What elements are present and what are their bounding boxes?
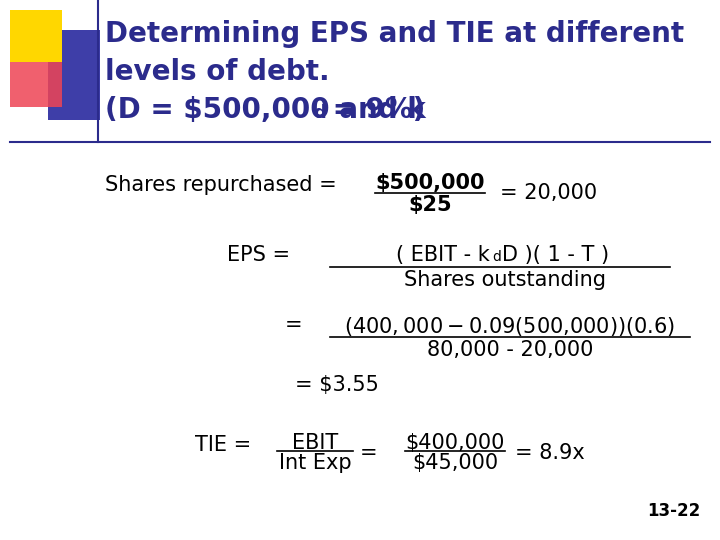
Text: = $3.55: = $3.55 bbox=[295, 375, 379, 395]
Text: Int Exp: Int Exp bbox=[279, 453, 351, 473]
Text: (D = $500,000 and k: (D = $500,000 and k bbox=[105, 96, 426, 124]
Text: $45,000: $45,000 bbox=[412, 453, 498, 473]
Text: 80,000 - 20,000: 80,000 - 20,000 bbox=[427, 340, 593, 360]
Text: TIE =: TIE = bbox=[195, 435, 251, 455]
Text: $400,000: $400,000 bbox=[405, 433, 505, 453]
Text: = 9%): = 9%) bbox=[323, 96, 426, 124]
Text: =: = bbox=[360, 443, 377, 463]
Text: Shares outstanding: Shares outstanding bbox=[404, 270, 606, 290]
Text: D )( 1 - T ): D )( 1 - T ) bbox=[502, 245, 609, 265]
Text: ( EBIT - k: ( EBIT - k bbox=[396, 245, 490, 265]
Text: d: d bbox=[492, 250, 501, 264]
Text: $500,000: $500,000 bbox=[375, 173, 485, 193]
Text: =: = bbox=[284, 315, 302, 335]
Bar bbox=[10, 55, 62, 107]
Text: EPS =: EPS = bbox=[227, 245, 290, 265]
Bar bbox=[48, 30, 100, 120]
Text: EBIT: EBIT bbox=[292, 433, 338, 453]
Text: levels of debt.: levels of debt. bbox=[105, 58, 330, 86]
Text: = 20,000: = 20,000 bbox=[500, 183, 597, 203]
Text: Shares repurchased =: Shares repurchased = bbox=[105, 175, 337, 195]
Bar bbox=[10, 10, 62, 62]
Text: 13-22: 13-22 bbox=[647, 502, 700, 520]
Text: d: d bbox=[313, 104, 325, 122]
Text: ($400,000 - 0.09($500,000))(0.6): ($400,000 - 0.09($500,000))(0.6) bbox=[344, 315, 675, 338]
Text: $25: $25 bbox=[408, 195, 452, 215]
Text: = 8.9x: = 8.9x bbox=[515, 443, 585, 463]
Text: Determining EPS and TIE at different: Determining EPS and TIE at different bbox=[105, 20, 684, 48]
